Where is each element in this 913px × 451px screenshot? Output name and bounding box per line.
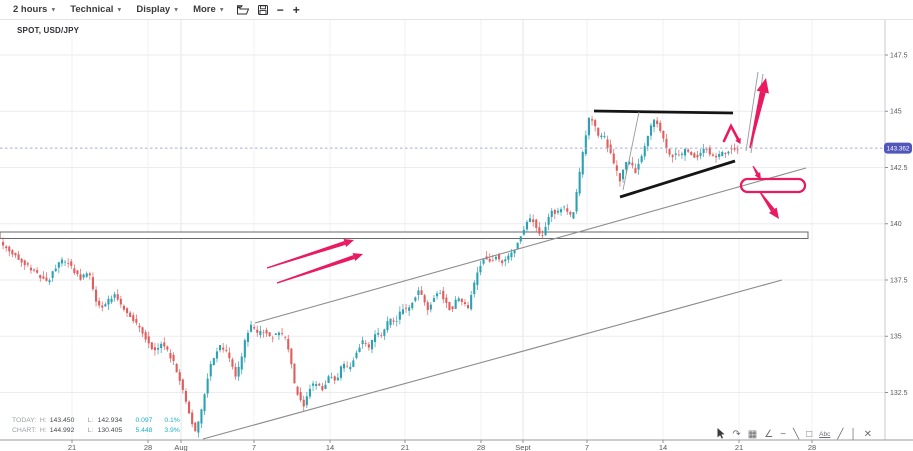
drawing-tools-toolbar: ↷ ▦ ∠ − ╲ □ Abc ╱ │ ✕ xyxy=(717,428,872,442)
chart-stats-row: CHART: H: 144.992 L: 130.405 5.448 3.9% xyxy=(12,426,191,436)
svg-text:137.5: 137.5 xyxy=(890,277,908,284)
display-dropdown[interactable]: Display ▼ xyxy=(136,4,179,15)
svg-text:145: 145 xyxy=(890,109,902,116)
vertical-line-tool-icon[interactable]: │ xyxy=(850,429,857,440)
zoom-out-button[interactable]: − xyxy=(276,2,284,17)
svg-text:28: 28 xyxy=(477,443,485,451)
plus-icon: + xyxy=(292,2,300,17)
horizontal-line-tool-icon[interactable]: − xyxy=(780,429,787,440)
today-stats-row: TODAY: H: 143.450 L: 142.934 0.097 0.1% xyxy=(12,416,191,426)
minus-icon: − xyxy=(276,2,284,17)
timeframe-dropdown[interactable]: 2 hours ▼ xyxy=(13,4,56,15)
current-price-badge: 143.362 xyxy=(884,142,912,154)
more-dropdown[interactable]: More ▼ xyxy=(193,4,225,15)
chevron-down-icon: ▼ xyxy=(50,7,57,13)
symbol-label: SPOT, USD/JPY xyxy=(17,26,80,35)
today-high-value: 143.450 xyxy=(49,417,75,424)
chart-change-value: 5.448 xyxy=(135,426,153,434)
svg-text:143.362: 143.362 xyxy=(887,146,910,153)
svg-text:7: 7 xyxy=(252,443,256,451)
display-label: Display xyxy=(136,4,171,15)
today-low-value: 142.934 xyxy=(97,417,123,424)
thin-projection-lines[interactable] xyxy=(622,71,764,191)
svg-text:21: 21 xyxy=(68,443,76,451)
open-folder-icon[interactable] xyxy=(236,4,249,15)
cursor-tool-icon[interactable] xyxy=(717,428,725,442)
high-prefix: H: xyxy=(39,426,47,434)
chevron-down-icon: ▼ xyxy=(116,7,123,13)
rectangle-tool-icon[interactable]: □ xyxy=(806,429,813,440)
chart-high-value: 144.992 xyxy=(49,426,75,434)
chart-change-percent: 3.9% xyxy=(164,426,180,434)
svg-text:14: 14 xyxy=(659,443,667,451)
chart-label: CHART: xyxy=(12,426,37,434)
technical-dropdown[interactable]: Technical ▼ xyxy=(70,4,122,15)
ray-tool-icon[interactable]: ╱ xyxy=(837,429,844,440)
svg-text:Aug: Aug xyxy=(174,443,187,451)
delete-drawings-icon[interactable]: ✕ xyxy=(863,429,872,440)
text-tool-icon[interactable]: Abc xyxy=(819,431,831,438)
svg-text:142.5: 142.5 xyxy=(890,165,908,172)
svg-text:147.5: 147.5 xyxy=(890,52,908,59)
chevron-down-icon: ▼ xyxy=(173,7,180,13)
svg-text:132.5: 132.5 xyxy=(890,390,908,397)
timeframe-label: 2 hours xyxy=(13,4,48,15)
price-stats-legend: TODAY: H: 143.450 L: 142.934 0.097 0.1% … xyxy=(12,416,191,435)
axes-trend-tool-icon[interactable]: ∠ xyxy=(764,429,774,440)
svg-text:Sept: Sept xyxy=(515,443,531,451)
svg-text:28: 28 xyxy=(144,443,152,451)
save-icon[interactable] xyxy=(257,4,268,15)
trendline-tool-icon[interactable]: ╲ xyxy=(793,429,800,440)
chart-low-value: 130.405 xyxy=(97,426,123,434)
zoom-in-button[interactable]: + xyxy=(292,2,300,17)
svg-text:135: 135 xyxy=(890,334,902,341)
time-axis[interactable]: 142128Aug7142128Sept7142128 xyxy=(0,439,913,451)
pink-annotations[interactable] xyxy=(266,78,807,284)
today-change-value: 0.097 xyxy=(135,417,153,424)
technical-label: Technical xyxy=(70,4,114,15)
grid-tool-icon[interactable]: ▦ xyxy=(747,429,758,440)
wedge-pattern-lines[interactable] xyxy=(593,109,736,199)
svg-text:21: 21 xyxy=(401,443,409,451)
top-toolbar: 2 hours ▼ Technical ▼ Display ▼ More ▼ xyxy=(0,0,913,20)
today-label: TODAY: xyxy=(12,417,37,424)
trend-channel-lines[interactable] xyxy=(202,167,807,440)
chart-gridlines xyxy=(0,20,885,440)
support-zone-band[interactable] xyxy=(0,231,809,239)
svg-text:28: 28 xyxy=(808,443,816,451)
low-prefix: L: xyxy=(87,417,94,424)
svg-text:21: 21 xyxy=(735,443,743,451)
more-label: More xyxy=(193,4,216,15)
low-prefix: L: xyxy=(87,426,94,434)
svg-text:7: 7 xyxy=(585,443,589,451)
price-axis[interactable]: 147.5 145 142.5 140 137.5 135 132.5 xyxy=(884,20,908,440)
candlesticks xyxy=(2,115,739,438)
chevron-down-icon: ▼ xyxy=(218,7,225,13)
svg-text:140: 140 xyxy=(890,221,902,228)
curve-arrow-tool-icon[interactable]: ↷ xyxy=(732,429,741,440)
today-change-percent: 0.1% xyxy=(164,417,180,424)
svg-text:14: 14 xyxy=(326,443,334,451)
high-prefix: H: xyxy=(39,417,47,424)
